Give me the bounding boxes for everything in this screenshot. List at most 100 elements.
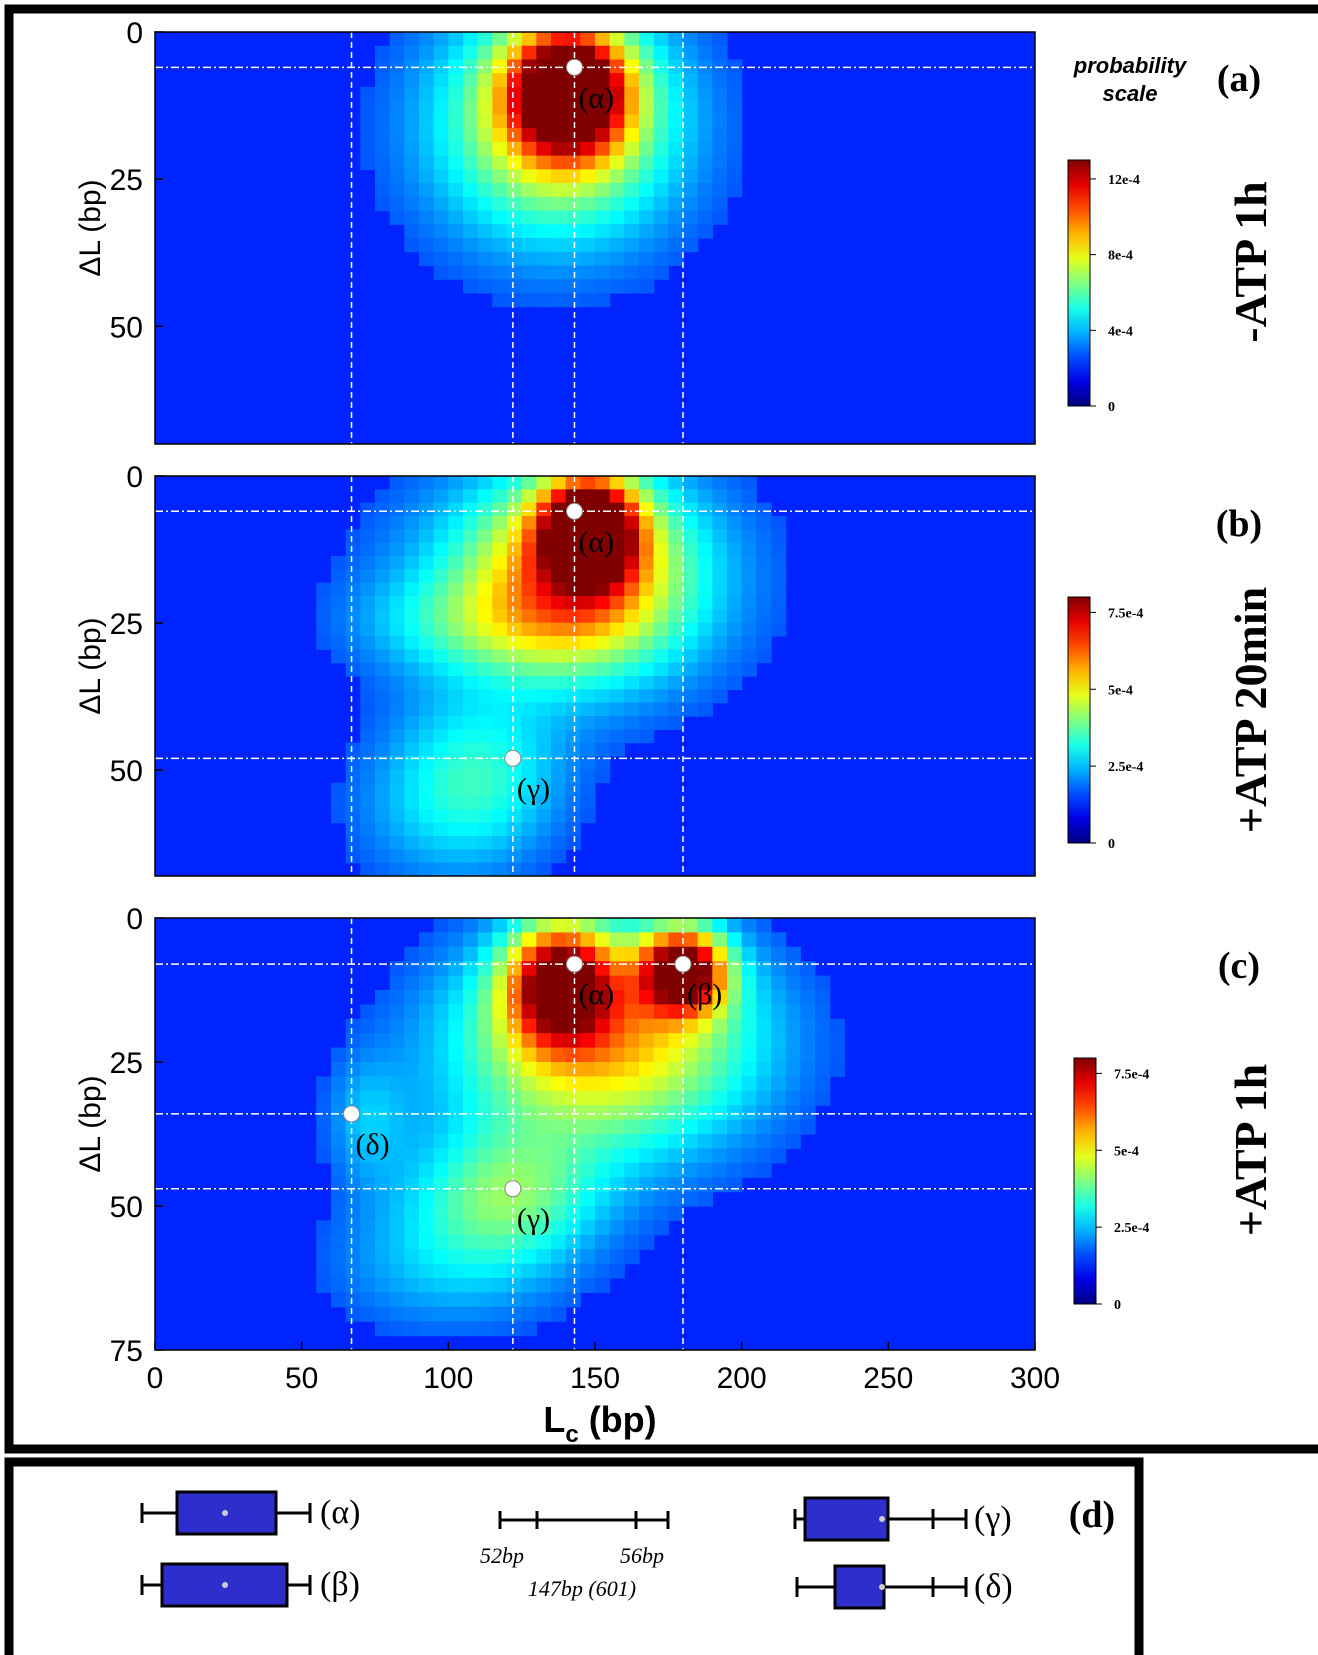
heatmap-cell xyxy=(712,556,728,570)
heatmap-cell xyxy=(404,32,420,47)
heatmap-cell xyxy=(419,489,435,504)
heatmap-cell xyxy=(536,1004,552,1020)
heatmap-cell xyxy=(565,1292,581,1308)
heatmap-cell xyxy=(536,782,552,797)
heatmap-cell xyxy=(375,849,391,864)
heatmap-cell xyxy=(433,183,449,198)
heatmap-cell xyxy=(653,502,669,517)
x-tick-label: 300 xyxy=(1010,1362,1060,1395)
heatmap-cell xyxy=(433,1292,449,1308)
heatmap-cell xyxy=(609,729,625,744)
heatmap-cell xyxy=(697,1076,713,1092)
heatmap-cell xyxy=(551,569,567,584)
y-tick-label: 50 xyxy=(110,755,143,788)
x-axis-label-main: L xyxy=(543,1399,565,1440)
heatmap-cell xyxy=(727,556,743,570)
heatmap-cell xyxy=(639,676,655,690)
heatmap-cell xyxy=(785,1076,801,1092)
heatmap-cell xyxy=(433,782,449,797)
heatmap-cell xyxy=(536,1062,552,1077)
heatmap-cell xyxy=(375,128,391,143)
heatmap-cell xyxy=(551,1249,567,1265)
heatmap-cell xyxy=(609,609,625,624)
heatmap-cell xyxy=(595,196,611,212)
heatmap-cell xyxy=(800,1047,816,1063)
heatmap-cell xyxy=(477,1004,493,1020)
heatmap-cell xyxy=(565,742,581,757)
heatmap-cell xyxy=(712,155,728,170)
heatmap-cell xyxy=(492,809,508,824)
heatmap-cell xyxy=(668,502,684,517)
heatmap-cell xyxy=(624,1249,640,1265)
heatmap-cell xyxy=(345,1220,361,1236)
heatmap-cell xyxy=(448,224,464,239)
heatmap-cell xyxy=(565,649,581,664)
heatmap-cell xyxy=(360,542,376,557)
heatmap-cell xyxy=(521,1004,537,1020)
heatmap-cell xyxy=(580,756,596,770)
heatmap-cell xyxy=(551,1162,567,1178)
colorbar-tick-label: 0 xyxy=(1108,837,1115,852)
heatmap-cell xyxy=(551,542,567,557)
heatmap-cell xyxy=(595,155,611,170)
heatmap-cell xyxy=(448,796,464,810)
heatmap-cell xyxy=(477,849,493,864)
heatmap-cell xyxy=(463,769,479,784)
heatmap-cell xyxy=(389,862,405,876)
heatmap-cell xyxy=(404,649,420,664)
heatmap-cell xyxy=(741,1018,757,1034)
heatmap-cell xyxy=(360,809,376,824)
condition-label: -ATP 1h xyxy=(1225,181,1276,342)
heatmap-cell xyxy=(507,292,523,308)
heatmap-cell xyxy=(551,769,567,784)
heatmap-cell xyxy=(697,609,713,624)
heatmap-cell xyxy=(448,1220,464,1236)
heatmap-cell xyxy=(683,224,699,239)
heatmap-cell xyxy=(697,946,713,962)
heatmap-cell xyxy=(360,1263,376,1279)
heatmap-cell xyxy=(345,1292,361,1308)
heatmap-cell xyxy=(609,702,625,717)
heatmap-cell xyxy=(448,649,464,664)
heatmap-cell xyxy=(697,529,713,544)
colorbar-tick-label: 0 xyxy=(1114,1298,1121,1313)
heatmap-cell xyxy=(492,128,508,143)
heatmap-cell xyxy=(609,649,625,664)
heatmap-cell xyxy=(536,961,552,977)
heatmap-cell xyxy=(477,918,493,933)
heatmap-cell xyxy=(609,224,625,239)
heatmap-cell xyxy=(639,961,655,977)
heatmap-cell xyxy=(507,73,523,88)
colorbar-tick-label: 2.5e-4 xyxy=(1114,1221,1149,1236)
heatmap-cell xyxy=(624,1191,640,1207)
heatmap-cell xyxy=(433,1278,449,1293)
heatmap-cell xyxy=(521,1033,537,1049)
heatmap-cell xyxy=(448,756,464,770)
heatmap-cell xyxy=(756,918,772,933)
heatmap-cell xyxy=(815,1018,831,1034)
heatmap-cell xyxy=(565,689,581,704)
heatmap-cell xyxy=(712,1047,728,1063)
heatmap-cell xyxy=(477,622,493,637)
heatmap-cell xyxy=(580,742,596,757)
heatmap-cell xyxy=(653,1105,669,1121)
heatmap-cell xyxy=(507,1047,523,1063)
heatmap-cell xyxy=(404,1119,420,1135)
heatmap-cell xyxy=(492,729,508,744)
heatmap-cell xyxy=(683,529,699,544)
heatmap-cell xyxy=(404,1321,420,1337)
heatmap-cell xyxy=(697,689,713,704)
heatmap-cell xyxy=(521,1148,537,1164)
heatmap-cell xyxy=(507,1206,523,1221)
heatmap-cell xyxy=(624,932,640,948)
heatmap-cell xyxy=(551,238,567,253)
heatmap-cell xyxy=(521,45,537,61)
heatmap-cell xyxy=(639,1220,655,1236)
heatmap-cell xyxy=(360,1105,376,1121)
heatmap-cell xyxy=(448,1105,464,1121)
heatmap-cell xyxy=(609,1090,625,1106)
heatmap-cell xyxy=(492,1090,508,1106)
heatmap-cell xyxy=(712,1177,728,1193)
heatmap-cell xyxy=(580,210,596,225)
